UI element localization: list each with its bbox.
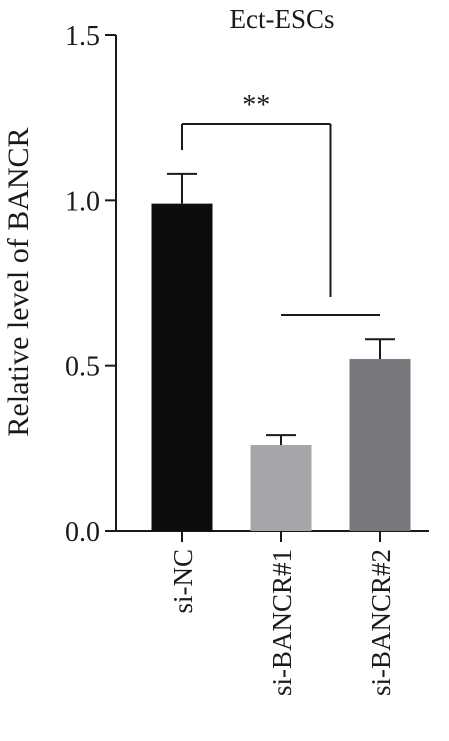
chart-title: Ect-ESCs [230, 4, 335, 34]
y-tick-label: 0.5 [65, 352, 100, 383]
x-tick-label: si-NC [168, 549, 198, 614]
bar [151, 203, 213, 531]
bar [250, 445, 312, 531]
y-tick-label: 1.0 [65, 186, 100, 217]
y-axis-label: Relative level of BANCR [2, 127, 35, 436]
x-tick-label: si-BANCR#1 [267, 549, 297, 696]
x-tick-label: si-BANCR#2 [366, 549, 396, 696]
axes: 0.0 0.5 1.0 1.5 si-NC si-BANCR#1 si-BANCR#2 [65, 21, 429, 696]
y-tick-label: 1.5 [65, 21, 100, 52]
y-tick-label: 0.0 [65, 517, 100, 548]
significance-label: ** [242, 90, 270, 121]
bars-group [151, 172, 411, 531]
significance-bracket: ** [181, 90, 380, 316]
bar [349, 359, 411, 531]
